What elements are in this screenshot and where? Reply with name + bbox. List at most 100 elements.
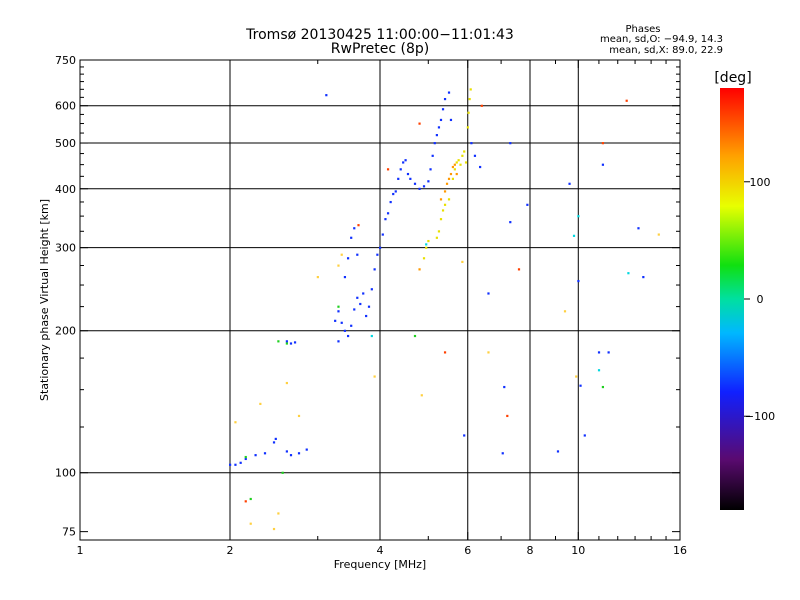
data-point (556, 450, 560, 453)
data-point (447, 198, 451, 201)
data-point (325, 94, 328, 97)
x-tick-label: 1 (77, 544, 84, 557)
colorbar: [deg] 100 0 −100 (714, 70, 775, 510)
colorbar-tick-label: 100 (750, 176, 771, 189)
data-point (459, 163, 462, 166)
data-point (394, 190, 397, 193)
data-point (601, 142, 605, 145)
data-point (346, 334, 350, 338)
data-point (277, 340, 280, 343)
x-axis-label: Frequency [MHz] (334, 558, 426, 571)
y-tick-label: 200 (55, 325, 76, 338)
data-point (234, 463, 237, 466)
data-point (353, 308, 356, 311)
colorbar-gradient (720, 88, 744, 510)
stats-line-o: mean, sd,O: −94.9, 14.3 (600, 34, 723, 45)
data-point (577, 215, 580, 218)
data-point (487, 292, 490, 295)
data-point (381, 233, 384, 236)
data-point (289, 454, 293, 457)
data-point (451, 165, 455, 169)
data-point (463, 434, 466, 437)
data-point (370, 288, 373, 291)
data-point (445, 182, 449, 185)
x-tick-label: 10 (571, 544, 585, 557)
data-points (229, 88, 660, 531)
data-point (420, 394, 423, 397)
y-tick-label: 300 (55, 242, 76, 255)
data-point (443, 97, 447, 101)
colorbar-ticks: 100 0 −100 (744, 176, 775, 423)
data-point (583, 434, 586, 437)
data-point (433, 142, 436, 145)
data-point (362, 292, 365, 295)
data-point (470, 142, 473, 145)
data-point (579, 384, 582, 387)
data-point (501, 452, 504, 455)
data-point (449, 118, 453, 122)
data-point (451, 177, 455, 180)
data-point (607, 351, 610, 354)
stats-title: Phases (625, 24, 660, 35)
data-point (627, 272, 630, 275)
data-point (466, 126, 469, 129)
data-point (297, 414, 301, 418)
data-point (642, 275, 645, 279)
data-point (577, 279, 580, 283)
data-point (367, 305, 371, 308)
data-point (563, 310, 567, 313)
data-point (447, 177, 451, 180)
data-point (249, 497, 252, 501)
data-point (429, 168, 432, 171)
data-point (399, 168, 402, 171)
data-point (467, 111, 470, 114)
data-point (597, 351, 601, 354)
data-point (239, 461, 242, 464)
data-point (373, 268, 376, 271)
colorbar-label: [deg] (714, 70, 751, 86)
data-point (356, 253, 359, 256)
y-tick-label: 600 (55, 100, 76, 113)
stats-line-x: mean, sd,X: 89.0, 22.9 (609, 45, 723, 56)
data-point (384, 218, 387, 221)
data-point (455, 172, 458, 176)
data-point (457, 159, 460, 162)
data-point (285, 340, 288, 343)
data-point (422, 185, 426, 188)
data-point (337, 310, 340, 313)
data-point (402, 161, 405, 164)
data-point (568, 182, 571, 185)
data-point (437, 126, 441, 129)
y-tick-labels: 75 100 200 300 400 500 600 750 (55, 54, 76, 539)
data-point (439, 198, 443, 201)
data-point (413, 334, 417, 338)
data-point (343, 329, 347, 332)
y-tick-label: 500 (55, 137, 76, 150)
data-point (350, 324, 353, 327)
data-point (439, 218, 443, 221)
data-point (453, 163, 456, 166)
data-point (392, 192, 395, 196)
data-point (439, 118, 443, 122)
data-point (447, 91, 451, 94)
data-point (397, 177, 400, 180)
data-point (637, 227, 640, 230)
colorbar-tick-label: 0 (757, 293, 764, 306)
data-point (263, 452, 267, 455)
y-tick-label: 100 (55, 467, 76, 480)
data-point (461, 260, 464, 264)
data-point (453, 168, 456, 171)
data-point (657, 233, 660, 236)
data-point (597, 369, 601, 372)
axis-ticks (79, 59, 681, 540)
data-point (259, 402, 262, 405)
data-point (389, 200, 392, 204)
data-point (340, 253, 343, 256)
data-point (285, 342, 288, 345)
data-point (464, 161, 468, 164)
x-tick-label: 8 (527, 544, 534, 557)
data-point (625, 99, 628, 102)
data-point (443, 190, 447, 193)
x-tick-label: 4 (377, 544, 384, 557)
data-point (572, 234, 576, 237)
